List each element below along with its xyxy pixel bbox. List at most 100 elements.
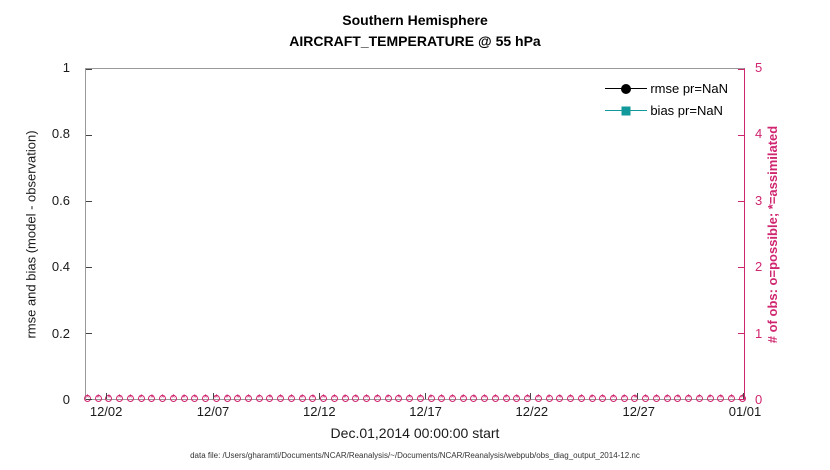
obs-marker-icon xyxy=(395,395,403,402)
obs-marker-icon xyxy=(674,395,682,402)
y-left-tick-label: 0.2 xyxy=(51,325,70,341)
legend: rmse pr=NaN bias pr=NaN xyxy=(601,79,732,120)
x-tick-label: 12/12 xyxy=(303,404,336,419)
y-right-tickmark xyxy=(738,399,744,400)
y-left-tickmark xyxy=(86,201,92,202)
obs-marker-icon xyxy=(685,395,693,402)
obs-marker-icon xyxy=(191,395,199,402)
data-file-caption: data file: /Users/gharamti/Documents/NCA… xyxy=(190,451,640,460)
obs-marker-icon xyxy=(287,395,295,402)
y-left-tickmark xyxy=(86,267,92,268)
y-left-tickmark xyxy=(86,69,92,70)
y-left-tick-label: 0 xyxy=(62,392,70,407)
obs-marker-icon xyxy=(534,395,542,402)
obs-marker-icon xyxy=(706,395,714,402)
y-left-tick-label: 1 xyxy=(62,60,70,75)
x-tickmark xyxy=(318,393,320,399)
y-left-tick-label: 0.6 xyxy=(51,192,70,208)
obs-marker-icon xyxy=(609,395,617,402)
obs-marker-icon xyxy=(384,395,392,402)
title-block: Southern Hemisphere AIRCRAFT_TEMPERATURE… xyxy=(85,10,745,52)
y-left-tick-label: 0.4 xyxy=(51,259,70,275)
obs-marker-icon xyxy=(491,395,499,402)
obs-marker-icon xyxy=(94,395,102,402)
obs-marker-icon xyxy=(556,395,564,402)
obs-marker-icon xyxy=(652,395,660,402)
y-left-tickmark xyxy=(86,333,92,334)
x-tickmark xyxy=(530,393,532,399)
obs-marker-icon xyxy=(448,395,456,402)
y-right-tickmark xyxy=(738,267,744,268)
obs-marker-icon xyxy=(148,395,156,402)
obs-marker-icon xyxy=(663,395,671,402)
y-right-tick-label: 4 xyxy=(755,126,763,142)
x-tick-label: 12/02 xyxy=(89,404,123,419)
y-right-tick-label: 2 xyxy=(755,259,763,275)
y-left-tickmark xyxy=(86,135,92,136)
chart-title: Southern Hemisphere xyxy=(342,12,488,28)
chart-subtitle: AIRCRAFT_TEMPERATURE @ 55 hPa xyxy=(289,33,541,49)
obs-marker-icon xyxy=(277,395,285,402)
x-tickmark xyxy=(743,393,744,399)
x-tick-label: 12/27 xyxy=(622,404,656,419)
obs-marker-icon xyxy=(341,395,349,402)
obs-marker-icon xyxy=(309,395,317,402)
y-right-tick-label: 5 xyxy=(755,60,763,75)
obs-marker-icon xyxy=(159,395,167,402)
obs-marker-icon xyxy=(255,395,263,402)
obs-marker-icon xyxy=(642,395,650,402)
y-right-tick-label: 3 xyxy=(755,192,763,208)
legend-label-rmse: rmse pr=NaN xyxy=(650,81,728,96)
left-tick-labels: 0 0.2 0.4 0.6 0.8 1 xyxy=(0,60,78,407)
y-right-tickmark xyxy=(738,135,744,136)
obs-marker-icon xyxy=(502,395,510,402)
x-tickmark xyxy=(424,393,426,399)
obs-marker-icon xyxy=(137,395,145,402)
obs-marker-icon xyxy=(513,395,521,402)
obs-marker-icon xyxy=(245,395,253,402)
obs-marker-icon xyxy=(126,395,134,402)
bias-line-sample xyxy=(605,106,648,116)
obs-marker-icon xyxy=(470,395,478,402)
obs-marker-icon xyxy=(481,395,489,402)
obs-marker-icon xyxy=(438,395,446,402)
obs-marker-icon xyxy=(320,395,328,402)
obs-marker-icon xyxy=(717,395,725,402)
obs-marker-icon xyxy=(363,395,371,402)
y-left-tick-label: 0.8 xyxy=(51,126,70,142)
obs-marker-icon xyxy=(567,395,575,402)
x-tick-label: 12/17 xyxy=(409,404,442,419)
y-right-tickmark xyxy=(738,69,744,70)
legend-label-bias: bias pr=NaN xyxy=(650,103,723,118)
obs-marker-icon xyxy=(599,395,607,402)
obs-marker-icon xyxy=(588,395,596,402)
x-tick-labels: 12/02 12/07 12/12 12/17 12/22 12/27 01/01 xyxy=(85,404,761,420)
obs-marker-icon xyxy=(180,395,188,402)
x-axis-label: Dec.01,2014 00:00:00 start xyxy=(330,425,500,441)
obs-marker-row xyxy=(84,394,746,403)
y-right-tick-label: 0 xyxy=(755,392,763,407)
x-tick-label: 12/07 xyxy=(196,404,230,419)
obs-marker-icon xyxy=(416,395,424,402)
obs-marker-icon xyxy=(406,395,414,402)
obs-marker-icon xyxy=(330,395,338,402)
obs-marker-icon xyxy=(223,395,231,402)
y-right-tick-label: 1 xyxy=(755,325,763,341)
obs-marker-icon xyxy=(373,395,381,402)
x-tick-label: 01/01 xyxy=(728,404,762,419)
plot-area: rmse pr=NaN bias pr=NaN xyxy=(84,68,746,403)
right-tick-labels: 0 1 2 3 4 5 xyxy=(747,60,787,407)
y-right-tickmark xyxy=(738,333,744,334)
obs-marker-icon xyxy=(266,395,274,402)
obs-marker-icon xyxy=(212,395,220,402)
x-tickmark xyxy=(212,393,214,399)
legend-item-bias: bias pr=NaN xyxy=(605,103,728,118)
obs-marker-icon xyxy=(545,395,553,402)
obs-marker-icon xyxy=(116,395,124,402)
x-tickmark xyxy=(106,393,108,399)
obs-marker-icon xyxy=(620,395,628,402)
x-tick-label: 12/22 xyxy=(515,404,549,419)
obs-marker-icon xyxy=(298,395,306,402)
obs-marker-icon xyxy=(202,395,210,402)
